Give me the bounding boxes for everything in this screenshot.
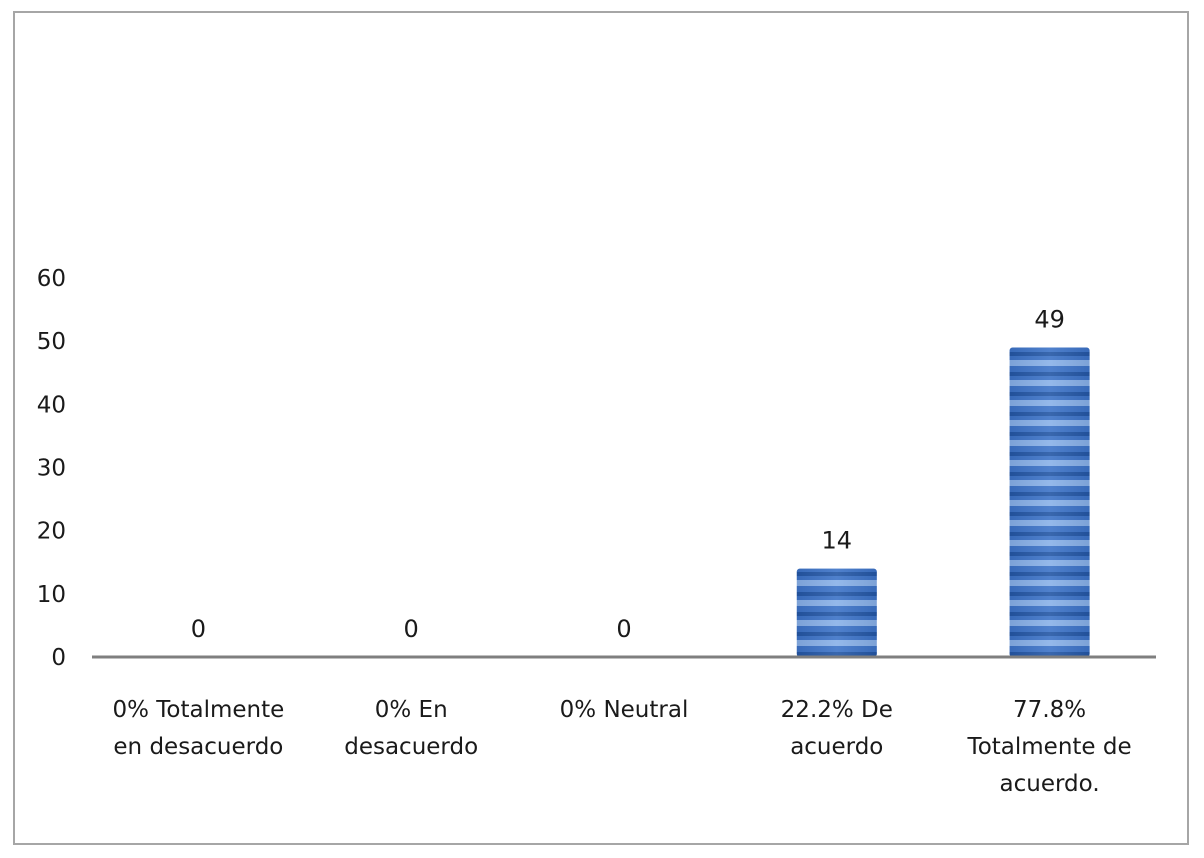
data-label: 14	[822, 527, 853, 555]
category-label-line: en desacuerdo	[113, 734, 283, 760]
data-label: 0	[404, 615, 419, 643]
category-label-line: 22.2% De	[781, 697, 893, 723]
y-tick-label: 20	[37, 519, 66, 545]
category-label-line: 0% En	[375, 697, 448, 723]
category-label-line: Totalmente de	[967, 734, 1132, 760]
data-label: 0	[191, 615, 206, 643]
category-label: 0% En desacuerdo	[344, 697, 478, 760]
y-tick-label: 10	[37, 582, 66, 608]
category-label-line: desacuerdo	[344, 734, 478, 760]
category-label-line: acuerdo	[790, 734, 883, 760]
category-label: 0% Totalmente en desacuerdo	[112, 697, 284, 760]
category-label-line: 77.8%	[1013, 697, 1086, 723]
category-label-line: 0% Totalmente	[112, 697, 284, 723]
category-label-line: acuerdo.	[1000, 771, 1100, 797]
bars	[796, 347, 1090, 657]
category-label-line: 0% Neutral	[560, 697, 689, 723]
y-axis-tick-labels: 0 10 20 30 40 50 60	[37, 266, 66, 671]
category-labels: 0% Totalmente en desacuerdo 0% En desacuerd…	[112, 697, 1131, 797]
y-tick-label: 30	[37, 456, 66, 482]
bar-shading	[796, 568, 877, 657]
data-label: 49	[1034, 305, 1065, 333]
y-tick-label: 0	[51, 645, 66, 671]
category-label: 77.8% Totalmente de acuerdo.	[967, 697, 1132, 797]
data-labels: 0 0 0 14 49	[191, 305, 1065, 643]
bar-shading	[1009, 347, 1090, 657]
category-label: 22.2% De acuerdo	[781, 697, 893, 760]
y-tick-label: 50	[37, 329, 66, 355]
chart-frame	[13, 11, 1189, 845]
data-label: 0	[616, 615, 631, 643]
y-tick-label: 40	[37, 392, 66, 418]
category-label: 0% Neutral	[560, 697, 689, 723]
y-tick-label: 60	[37, 266, 66, 292]
